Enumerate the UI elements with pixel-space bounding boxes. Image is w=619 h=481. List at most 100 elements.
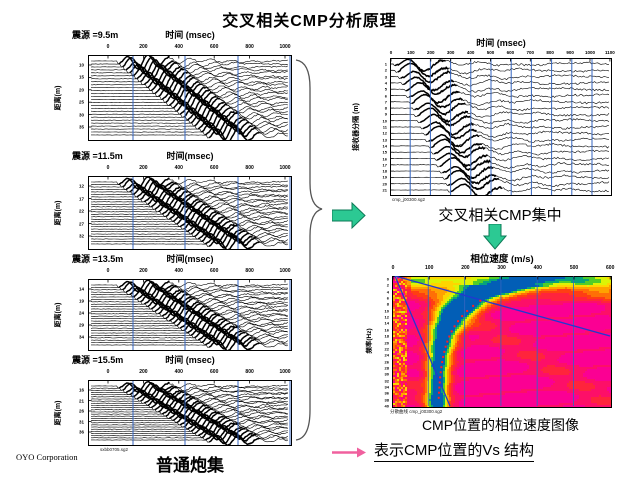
cmp-y-tick-label: 6 [384, 93, 387, 98]
shot-x-tick-label: 1000 [279, 369, 291, 375]
shot-x-tick-label: 400 [174, 369, 183, 375]
cmp-x-tick-label: 1000 [584, 50, 596, 55]
cmp-y-tick-label: 16 [382, 156, 387, 161]
shot-x-tick-label: 1000 [279, 268, 291, 274]
velocity-y-tick-label: 30 [384, 371, 389, 377]
shot-x-tick-label: 0 [106, 268, 110, 274]
shot-y-axis-label: 距离(m) [55, 302, 62, 328]
shot-x-tick-label: 200 [139, 369, 148, 375]
shot-source-label: 震源 =9.5m [72, 30, 119, 40]
shot-gather-plot [88, 279, 292, 351]
shot-x-tick-label: 0 [106, 369, 110, 375]
cmp-y-tick-label: 11 [382, 124, 387, 130]
shot-x-tick-label: 200 [139, 44, 148, 50]
shot-y-tick-label: 14 [78, 286, 84, 292]
cmp-x-tick-label: 100 [407, 50, 415, 55]
shot-x-tick-label: 400 [174, 165, 183, 171]
shot-y-tick-label: 32 [78, 233, 84, 239]
shot-file-label: sxbb0705.sg2 [100, 447, 129, 452]
cmp-gather-caption: 交叉相关CMP集中 [438, 207, 562, 224]
shot-y-axis-label: 距离(m) [55, 200, 62, 226]
velocity-y-tick-label: 0 [386, 276, 389, 282]
shot-y-tick-label: 12 [78, 183, 84, 189]
shot-time-axis-label: 时间 (msec) [165, 355, 215, 365]
shot-x-tick-label: 200 [139, 268, 148, 274]
cmp-y-tick-label: 19 [382, 174, 387, 180]
shot-x-tick-label: 200 [139, 165, 148, 171]
velocity-y-tick-label: 6 [386, 295, 389, 301]
velocity-x-tick-label: 100 [425, 265, 434, 271]
velocity-y-tick-label: 4 [386, 289, 389, 295]
shot-y-tick-label: 24 [78, 310, 84, 316]
shot-x-tick-label: 600 [210, 369, 219, 375]
velocity-y-tick-label: 28 [384, 365, 389, 371]
velocity-y-tick-label: 38 [384, 397, 389, 403]
footer-company: OYO Corporation [16, 452, 78, 462]
cmp-x-tick-label: 600 [506, 50, 515, 55]
shot-x-tick-label: 800 [245, 369, 254, 375]
cmp-y-tick-label: 2 [384, 67, 387, 73]
shot-y-tick-label: 36 [78, 429, 84, 435]
velocity-y-tick-label: 32 [384, 378, 389, 384]
shot-y-tick-label: 16 [78, 387, 84, 393]
shot-x-tick-label: 800 [245, 268, 254, 274]
shot-time-axis-label: 时间 (msec) [165, 30, 215, 40]
shot-gather-plot [88, 176, 292, 250]
cmp-time-axis-label: 时间 (msec) [476, 38, 526, 48]
cmp-y-tick-label: 13 [382, 137, 387, 143]
cmp-file-label: cmp_j00300.sg2 [392, 197, 426, 202]
shot-x-tick-label: 0 [106, 44, 110, 50]
shot-source-label: 震源 =11.5m [72, 151, 123, 161]
cmp-y-tick-label: 5 [384, 86, 387, 92]
cmp-x-tick-label: 400 [466, 50, 475, 55]
shot-y-tick-label: 22 [78, 208, 84, 214]
shot-y-tick-label: 20 [78, 87, 84, 93]
cmp-y-axis-label: 接收器分隔 (m) [353, 103, 360, 151]
velocity-y-tick-label: 12 [384, 314, 389, 320]
shot-x-tick-label: 0 [106, 165, 110, 171]
velocity-file-label: 分散曲线 cmp_j00300.sg2 [390, 409, 443, 414]
velocity-y-tick-label: 18 [384, 333, 389, 339]
cmp-gather-plot [390, 58, 612, 196]
cmp-y-tick-label: 3 [384, 74, 387, 80]
brace-decoration [295, 59, 323, 441]
velocity-y-tick-label: 20 [384, 340, 389, 345]
cmp-x-tick-label: 800 [546, 50, 554, 55]
shot-x-tick-label: 800 [245, 165, 254, 171]
shot-y-tick-label: 26 [78, 408, 84, 414]
shot-y-tick-label: 10 [78, 62, 84, 68]
cmp-y-tick-label: 20 [382, 181, 387, 187]
velocity-x-tick-label: 500 [569, 265, 579, 271]
velocity-y-tick-label: 34 [384, 384, 389, 390]
shot-y-tick-label: 29 [78, 322, 84, 328]
cmp-y-tick-label: 10 [382, 118, 387, 124]
cmp-y-tick-label: 4 [384, 80, 387, 86]
shot-x-tick-label: 1000 [279, 44, 291, 50]
velocity-x-tick-label: 0 [391, 265, 395, 271]
shot-y-tick-label: 35 [78, 124, 84, 130]
velocity-y-axis-label: 频率(Hz) [366, 328, 373, 354]
shot-x-tick-label: 600 [210, 44, 219, 50]
cmp-y-tick-label: 8 [384, 105, 387, 111]
cmp-x-tick-label: 300 [446, 50, 455, 55]
shot-y-tick-label: 17 [78, 196, 84, 201]
cmp-y-tick-label: 21 [382, 187, 387, 193]
velocity-y-tick-label: 40 [384, 403, 389, 409]
conclusion-text: 表示CMP位置的Vs 结构 [374, 439, 535, 462]
cmp-y-tick-label: 12 [382, 130, 387, 136]
velocity-caption: CMP位置的相位速度图像 [421, 417, 580, 433]
velocity-x-tick-label: 400 [533, 265, 542, 271]
velocity-y-tick-label: 8 [386, 301, 389, 307]
shot-y-tick-label: 15 [78, 74, 84, 80]
flow-arrow-right-icon [332, 202, 366, 230]
cmp-x-tick-label: 0 [389, 50, 393, 55]
velocity-title: 相位速度 (m/s) [470, 254, 534, 265]
cmp-y-tick-label: 18 [382, 168, 387, 174]
shot-x-tick-label: 400 [174, 44, 183, 50]
cmp-x-tick-label: 900 [566, 50, 574, 55]
shot-y-tick-label: 19 [78, 298, 84, 304]
velocity-y-tick-label: 24 [384, 352, 389, 358]
shot-y-tick-label: 27 [78, 221, 84, 226]
shot-source-label: 震源 =15.5m [72, 355, 124, 365]
shot-time-axis-label: 时间(msec) [166, 254, 214, 264]
